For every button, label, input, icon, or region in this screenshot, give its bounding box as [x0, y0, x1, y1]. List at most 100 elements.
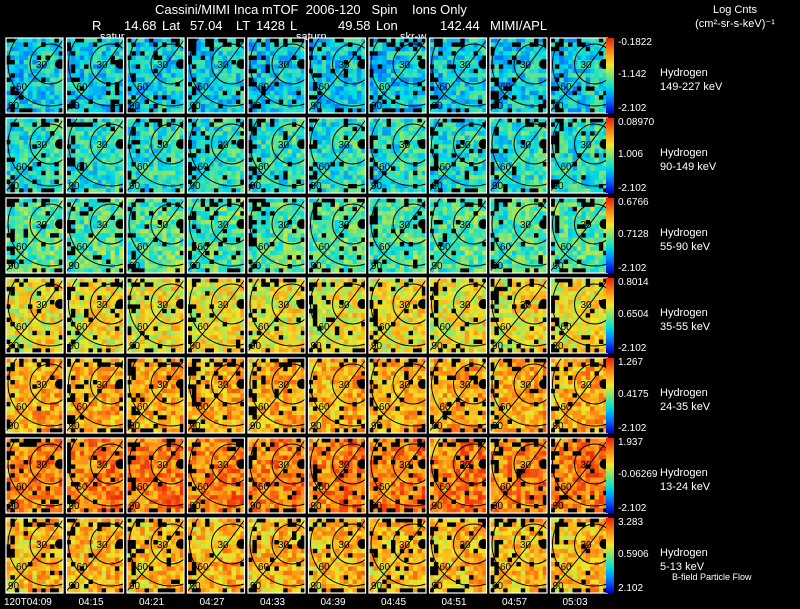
sky-image-cell: 30 60 90 [368, 117, 427, 194]
sky-image-cell: 30 60 90 [5, 277, 64, 354]
ring-label: 90 [8, 341, 20, 352]
ring-label: 60 [16, 82, 28, 93]
sky-image-cell: 30 60 90 [307, 437, 367, 514]
ring-label: 90 [432, 341, 444, 352]
sky-image-cell: 30 60 90 [186, 437, 246, 514]
ring-label: 30 [460, 460, 472, 471]
colorbar-max-label: -0.1822 [618, 37, 652, 48]
ring-label: 30 [339, 140, 351, 151]
l-label: L [290, 18, 298, 33]
time-tick-label: 04:57 [502, 597, 528, 608]
ring-label: 90 [190, 581, 202, 592]
energy-range: 90-149 keV [660, 161, 717, 173]
ring-label: 90 [492, 101, 504, 112]
ring-label: 90 [553, 341, 565, 352]
time-tick-label: 04:51 [441, 597, 467, 608]
colorbar-mid-label: 0.7128 [618, 229, 649, 240]
ring-label: 30 [339, 300, 351, 311]
sky-image-cell: 30 60 90 [549, 37, 609, 114]
ring-label: 60 [440, 562, 452, 573]
extra-value: 142.44 [440, 18, 480, 33]
saturn-icon [357, 219, 366, 229]
colorbar-mid-label: -0.06269 [618, 469, 658, 480]
saturn-icon [418, 459, 426, 469]
ring-label: 30 [157, 60, 169, 71]
ring-label: 30 [399, 60, 411, 71]
colorbar [606, 38, 614, 113]
ring-label: 30 [520, 460, 532, 471]
saturn-icon [599, 59, 608, 69]
saturn-icon [478, 459, 487, 469]
ring-label: 90 [69, 501, 81, 512]
ring-label: 60 [379, 82, 391, 93]
ring-label: 30 [157, 220, 169, 231]
ring-label: 90 [129, 181, 141, 192]
ring-label: 30 [460, 140, 472, 151]
saturn-icon [478, 139, 487, 149]
colorbar-min-label: -2.102 [618, 183, 647, 194]
sky-image-cell: 30 60 90 [126, 277, 185, 354]
ring-label: 30 [520, 300, 532, 311]
ring-label: 30 [36, 140, 48, 151]
saturn-icon [478, 219, 487, 229]
sky-image-cell: 30 60 90 [307, 37, 367, 114]
sky-image-cell: 30 60 90 [489, 37, 548, 114]
ring-label: 60 [258, 402, 270, 413]
saturn-icon [418, 139, 426, 149]
energy-range: 55-90 keV [660, 241, 711, 253]
ring-label: 60 [379, 482, 391, 493]
ring-label: 90 [492, 501, 504, 512]
saturn-icon [115, 459, 124, 469]
sky-image-cell: 30 60 90 [126, 117, 185, 194]
lon-label: Lon [376, 18, 398, 33]
ring-label: 30 [581, 300, 593, 311]
saturn-icon [478, 59, 487, 69]
sky-image-cell: 30 60 90 [65, 37, 125, 114]
ring-label: 30 [581, 380, 593, 391]
ring-label: 90 [129, 261, 141, 272]
ring-label: 90 [129, 581, 141, 592]
sky-image-cell: 30 60 90 [247, 277, 306, 354]
sky-image-cell: 30 60 90 [549, 197, 609, 274]
ring-label: 60 [440, 322, 452, 333]
ring-label: 90 [553, 421, 565, 432]
ring-label: 90 [250, 181, 262, 192]
ring-label: 90 [69, 581, 81, 592]
saturn-icon [176, 539, 184, 549]
ring-label: 30 [157, 460, 169, 471]
sky-image-cell: 30 60 90 [5, 437, 64, 514]
ring-label: 60 [16, 562, 28, 573]
sky-image-cell: 30 60 90 [307, 117, 367, 194]
ring-label: 90 [553, 181, 565, 192]
saturn-icon [55, 299, 63, 309]
saturn-icon [115, 379, 124, 389]
saturn-icon [55, 379, 63, 389]
ring-label: 60 [379, 242, 391, 253]
ring-label: 60 [500, 242, 512, 253]
ring-label: 30 [278, 220, 290, 231]
ring-label: 60 [77, 242, 89, 253]
species-name: Hydrogen [660, 147, 708, 159]
ring-label: 60 [258, 482, 270, 493]
ring-label: 60 [319, 242, 331, 253]
ring-label: 60 [16, 402, 28, 413]
legend-line1: Log Cnts [712, 4, 758, 16]
ring-label: 90 [371, 581, 383, 592]
colorbar-min-label: 2.102 [618, 583, 644, 594]
energy-range: 24-35 keV [660, 401, 711, 413]
ring-label: 60 [16, 482, 28, 493]
species-name: Hydrogen [660, 307, 708, 319]
ring-label: 90 [432, 421, 444, 432]
saturn-icon [357, 59, 366, 69]
ring-label: 30 [218, 140, 230, 151]
ring-label: 90 [492, 581, 504, 592]
ring-label: 90 [8, 101, 20, 112]
lat-value: 57.04 [190, 18, 223, 33]
saturn-icon [236, 139, 245, 149]
ring-label: 60 [16, 322, 28, 333]
saturn-icon [236, 299, 245, 309]
ring-label: 60 [198, 562, 210, 573]
saturn-icon [115, 299, 124, 309]
colorbar [606, 358, 614, 433]
ring-label: 90 [190, 261, 202, 272]
